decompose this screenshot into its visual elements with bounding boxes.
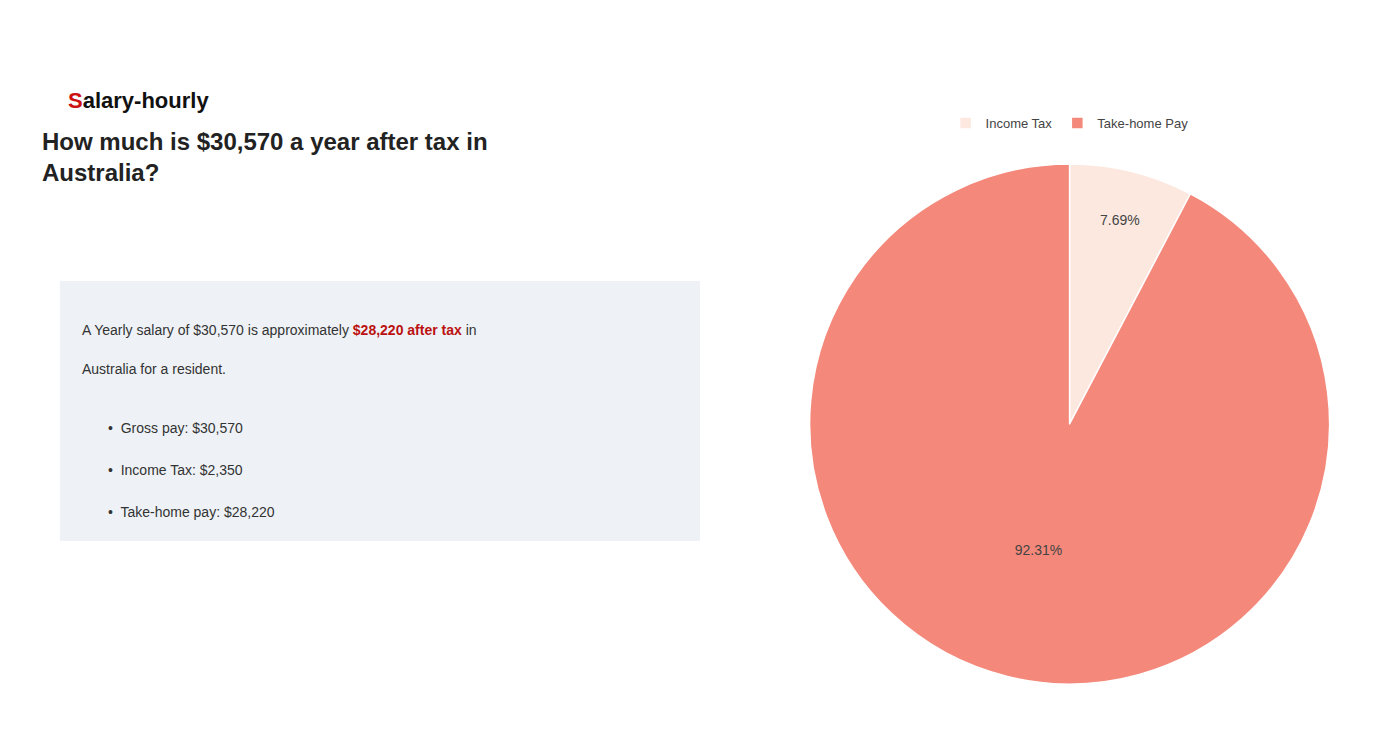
svg-text:Take-home Pay: Take-home Pay xyxy=(1097,116,1188,131)
svg-text:Australia for a resident.: Australia for a resident. xyxy=(82,361,226,377)
svg-text:• Gross pay: $30,570: • Gross pay: $30,570 xyxy=(108,420,243,436)
svg-text:Income Tax: Income Tax xyxy=(986,116,1053,131)
svg-text:• Take-home pay: $28,220: • Take-home pay: $28,220 xyxy=(108,504,275,520)
svg-text:A Yearly salary of $30,570 is: A Yearly salary of $30,570 is approximat… xyxy=(82,322,477,338)
svg-text:How much is $30,570 a year aft: How much is $30,570 a year after tax inA… xyxy=(42,128,488,186)
svg-text:92.31%: 92.31% xyxy=(1015,542,1062,558)
svg-text:• Income Tax: $2,350: • Income Tax: $2,350 xyxy=(108,462,243,478)
svg-text:Salary-hourly: Salary-hourly xyxy=(68,88,209,113)
svg-text:7.69%: 7.69% xyxy=(1100,212,1140,228)
